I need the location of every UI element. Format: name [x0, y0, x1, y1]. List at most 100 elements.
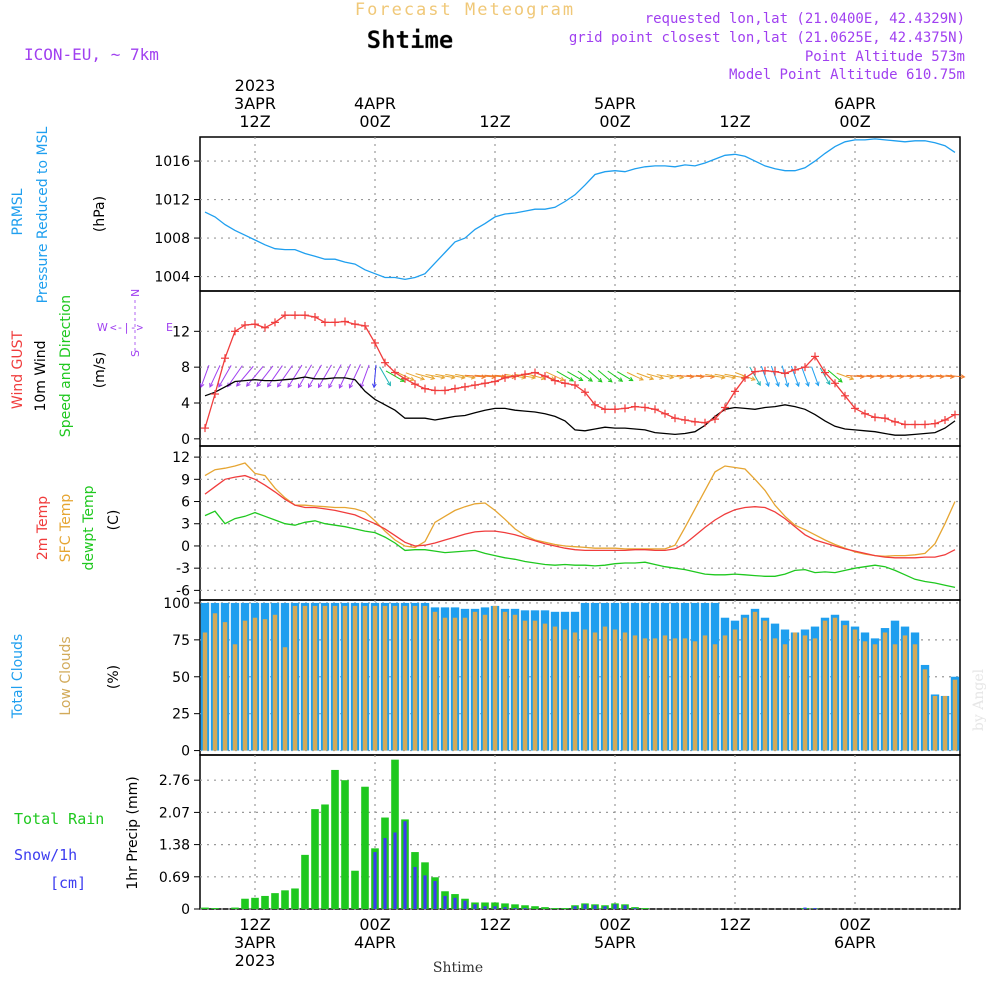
low-cloud-bar [782, 644, 788, 751]
gust-marker [281, 311, 289, 320]
prmsl-sublabel: Pressure Reduced to MSL [35, 126, 51, 303]
low-cloud-bar [862, 641, 868, 751]
gust-marker [271, 318, 279, 327]
low-cloud-bar [822, 620, 828, 751]
wind-direction-arrow [749, 366, 761, 387]
snow-bar [493, 906, 497, 909]
wind-direction-arrow [359, 364, 370, 389]
snow-bar [503, 907, 507, 909]
wind-direction-arrow [317, 364, 332, 389]
gust-marker [591, 400, 599, 409]
sfc-temp-line [204, 462, 956, 557]
gust-marker [641, 403, 649, 412]
gust-marker [731, 387, 739, 396]
low-cloud-bar [652, 638, 658, 751]
bottom-time-label: 00Z [599, 915, 630, 934]
top-time-label: 00Z [599, 112, 630, 131]
rain-bar [561, 908, 569, 909]
gust-marker [921, 420, 929, 429]
bottom-time-label: 6APR [834, 933, 876, 952]
snow-bar [613, 904, 617, 909]
snow-bar [573, 906, 577, 909]
y-tick-label: 25 [172, 707, 190, 723]
snow-bar [383, 838, 387, 909]
low-cloud-bar [342, 605, 348, 751]
low-cloud-bar [462, 617, 468, 751]
snow-bar [443, 895, 447, 909]
dewpoint-label: dewpt Temp [81, 485, 97, 570]
y-tick-label: 1008 [154, 231, 190, 247]
panel-frame [199, 290, 961, 447]
wind-direction-arrow [338, 364, 351, 389]
gust-marker [931, 419, 939, 428]
low-cloud-bar [762, 620, 768, 751]
gust-marker [391, 368, 399, 377]
rain-bar [351, 870, 359, 909]
snow-bar [463, 900, 467, 909]
total-cloud-label: Total Clouds [10, 634, 26, 719]
y-tick-label: 6 [181, 495, 190, 511]
gust-marker [421, 384, 429, 393]
wind-direction-arrow [800, 366, 810, 387]
model-label: ICON-EU, ~ 7km [24, 45, 159, 64]
gust-marker [241, 321, 249, 330]
rain-bar [201, 907, 209, 909]
gust-marker [261, 323, 269, 332]
low-cloud-bar [382, 605, 388, 751]
temperature-panel: -6 -3 0 3 6 9 12 2m Temp SFC Temp dewpt Temp (C) [35, 445, 961, 601]
snow-bar [513, 908, 517, 909]
low-cloud-bar [872, 644, 878, 751]
rain-bar [361, 786, 369, 909]
gust-marker [451, 384, 459, 393]
wind-direction-arrow [227, 365, 243, 388]
gust-marker [231, 327, 239, 336]
wind-direction-arrow [607, 370, 624, 382]
top-time-label: 12Z [239, 112, 270, 131]
snow-bar [813, 908, 817, 909]
low-cloud-bar [272, 614, 278, 751]
low-cloud-bar [662, 635, 668, 751]
low-cloud-bar [322, 605, 328, 751]
gust-marker [301, 311, 309, 320]
gust-marker [511, 372, 519, 381]
low-cloud-bar [392, 605, 398, 751]
low-cloud-bar [892, 644, 898, 751]
temp-unit: (C) [106, 510, 122, 531]
bottom-time-label: 00Z [359, 915, 390, 934]
gust-marker [951, 410, 959, 419]
low-cloud-bar [752, 611, 758, 751]
gust-marker [251, 320, 259, 329]
station-name: Shtime [367, 26, 454, 54]
gust-marker [311, 312, 319, 321]
gust-marker [411, 380, 419, 389]
low-cloud-bar [472, 611, 478, 751]
snow-bar [423, 875, 427, 909]
gust-marker [681, 416, 689, 425]
rain-bar [211, 908, 219, 909]
low-cloud-bar [582, 629, 588, 751]
rain-bar [271, 893, 279, 909]
snow-bar [803, 907, 807, 909]
gust-marker [821, 368, 829, 377]
gust-marker [851, 404, 859, 413]
low-cloud-bar [512, 614, 518, 751]
compass-north: N [129, 289, 142, 297]
y-tick-label: 1.38 [159, 838, 190, 854]
compass-south: S [129, 350, 142, 357]
wind10m-line [204, 376, 956, 436]
gust-marker [381, 358, 389, 367]
snow-unit-legend: [cm] [50, 874, 86, 892]
gust-marker [831, 379, 839, 388]
gust-marker [691, 417, 699, 426]
low-cloud-bar [792, 632, 798, 751]
snow-bar [473, 904, 477, 909]
y-tick-label: 0 [181, 539, 190, 555]
bottom-time-label: 4APR [354, 933, 396, 952]
gust-marker [611, 405, 619, 414]
wind-direction-arrow [267, 365, 283, 388]
low-cloud-bar [232, 644, 238, 751]
wind-direction-arrow [597, 369, 613, 383]
gust-marker [621, 404, 629, 413]
rain-bar [251, 897, 259, 909]
